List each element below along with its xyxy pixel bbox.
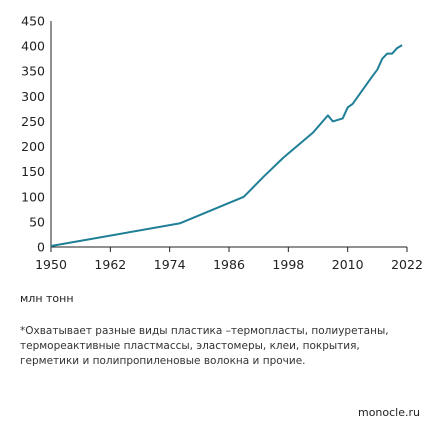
y-tick-label: 0 [37, 240, 45, 255]
x-tick-label: 2010 [332, 257, 364, 272]
series-line [50, 44, 403, 247]
y-axis-ticks: 0 50 100 150 200 250 300 350 400 450 [21, 14, 45, 255]
y-tick-label: 450 [21, 14, 45, 29]
source-label: monocle.ru [357, 406, 420, 419]
y-tick-label: 200 [21, 139, 45, 154]
y-tick-label: 150 [21, 164, 45, 179]
x-tick-label: 2022 [391, 257, 423, 272]
x-tick-label: 1974 [154, 257, 186, 272]
y-tick-label: 300 [21, 89, 45, 104]
unit-label: млн тонн [20, 292, 74, 305]
footnote: *Охватывает разные виды пластика –термоп… [20, 325, 389, 367]
x-tick-label: 1950 [35, 257, 67, 272]
x-tick-label: 1986 [213, 257, 245, 272]
y-tick-label: 50 [29, 214, 45, 229]
plastic-production-chart: 0 50 100 150 200 250 300 350 400 450 1950 1962 1974… [21, 14, 423, 273]
y-tick-label: 400 [21, 39, 45, 54]
y-tick-label: 350 [21, 64, 45, 79]
x-tick-label: 1998 [272, 257, 304, 272]
y-tick-label: 250 [21, 114, 45, 129]
x-axis-ticks: 1950 1962 1974 1986 1998 2010 2022 [35, 247, 423, 272]
y-tick-label: 100 [21, 189, 45, 204]
x-tick-label: 1962 [94, 257, 126, 272]
